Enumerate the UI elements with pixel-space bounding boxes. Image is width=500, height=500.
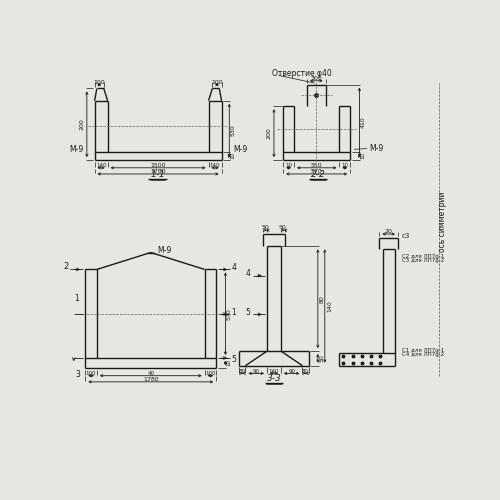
Text: 100: 100 [94, 80, 105, 85]
Text: 1-1: 1-1 [150, 170, 165, 179]
Text: М-9: М-9 [69, 145, 83, 154]
Text: 1: 1 [74, 294, 79, 303]
Text: 10: 10 [361, 152, 366, 160]
Text: 410: 410 [361, 116, 366, 128]
Text: 200: 200 [80, 118, 84, 130]
Text: 570: 570 [311, 169, 322, 174]
Text: 1500: 1500 [150, 163, 166, 168]
Text: 100: 100 [205, 371, 216, 376]
Text: 10: 10 [227, 360, 232, 366]
Text: ось симметрии: ось симметрии [438, 192, 447, 252]
Text: 20: 20 [385, 229, 392, 234]
Text: 530: 530 [230, 124, 235, 136]
Text: 80: 80 [319, 295, 324, 302]
Text: 10: 10 [285, 163, 292, 168]
Text: 1780: 1780 [143, 377, 158, 382]
Text: 2-2: 2-2 [310, 170, 325, 179]
Text: 5: 5 [245, 308, 250, 316]
Text: 40: 40 [148, 371, 154, 376]
Text: с3: с3 [402, 232, 410, 238]
Text: 1780: 1780 [150, 169, 166, 174]
Text: С1 для ЛП7g-1: С1 для ЛП7g-1 [402, 348, 444, 353]
Text: 140: 140 [96, 163, 106, 168]
Text: 10: 10 [230, 152, 235, 160]
Text: М-9: М-9 [370, 144, 384, 153]
Text: 5: 5 [232, 355, 236, 364]
Text: С2 для ЛП7g-1: С2 для ЛП7g-1 [402, 254, 444, 259]
Text: 4: 4 [245, 269, 250, 278]
Text: 140: 140 [210, 163, 220, 168]
Text: Отверстие φ40: Отверстие φ40 [272, 68, 332, 78]
Text: 200: 200 [267, 128, 272, 139]
Text: 50: 50 [279, 226, 286, 230]
Text: 10: 10 [342, 163, 348, 168]
Text: 140: 140 [327, 300, 332, 312]
Text: 140: 140 [268, 368, 279, 374]
Text: 100: 100 [211, 80, 223, 85]
Text: М-9: М-9 [233, 145, 248, 154]
Text: 1: 1 [232, 308, 236, 317]
Text: 90: 90 [288, 368, 295, 374]
Text: 2: 2 [63, 262, 68, 271]
Text: 550: 550 [311, 163, 322, 168]
Text: 4: 4 [232, 264, 236, 272]
Text: 90: 90 [253, 368, 260, 374]
Text: 3: 3 [75, 370, 80, 378]
Text: С3 для ЛП7g-2: С3 для ЛП7g-2 [402, 258, 444, 264]
Text: 300: 300 [310, 76, 322, 81]
Text: 3-3: 3-3 [266, 374, 281, 384]
Text: 80: 80 [302, 368, 309, 374]
Text: М-9: М-9 [157, 246, 171, 254]
Text: 100: 100 [86, 371, 97, 376]
Text: 50: 50 [261, 226, 269, 230]
Text: С4 для ЛП7g-2: С4 для ЛП7g-2 [402, 352, 444, 358]
Text: 80: 80 [239, 368, 246, 374]
Text: 570: 570 [227, 308, 232, 320]
Text: 50: 50 [319, 354, 324, 362]
